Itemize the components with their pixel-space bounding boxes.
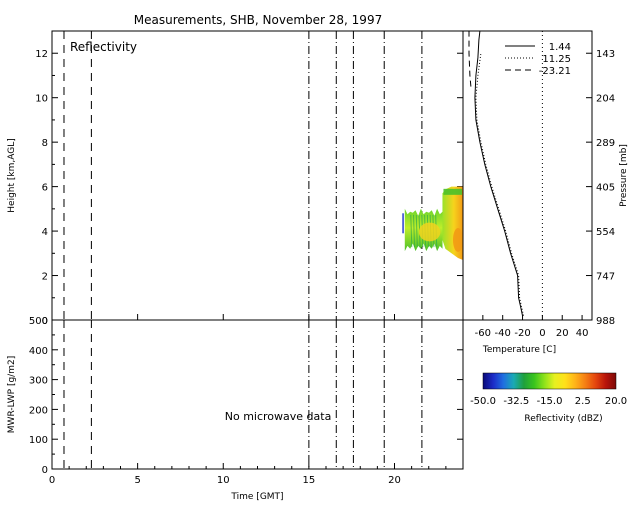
time-tick-label: 5 (134, 475, 140, 486)
temperature-tick-label: 40 (576, 328, 589, 339)
temperature-panel: 988 747 554 405 289 204 143 -60 -40 -20 0 20 40 1.44… (462, 30, 629, 355)
y-tick-label: 6 (42, 183, 48, 194)
colorbar-tick-label: -50.0 (470, 396, 496, 407)
temperature-profile-line (475, 53, 524, 316)
echo-core (418, 222, 441, 242)
colorbar-tick-label: 2.5 (575, 396, 591, 407)
y-tick-label: 4 (42, 227, 48, 238)
temperature-tick-label: -20 (514, 328, 530, 339)
height-axis-label: Height [km,AGL] (7, 138, 17, 212)
pressure-tick-label: 747 (596, 272, 615, 283)
temperature-tick-label: 20 (556, 328, 569, 339)
reflectivity-panel-frame (51, 30, 464, 321)
legend-label: 1.44 (549, 42, 571, 53)
y-tick-label: 10 (35, 94, 48, 105)
time-tick-label: 0 (49, 475, 55, 486)
temperature-profiles (468, 30, 543, 320)
reflectivity-echo (402, 186, 463, 260)
temperature-tick-label: -40 (495, 328, 511, 339)
pressure-tick-label: 405 (596, 183, 615, 194)
colorbar-label: Reflectivity (dBZ) (524, 414, 602, 424)
legend-label: 11.25 (542, 54, 571, 65)
lwp-y-tick-label: 500 (29, 316, 48, 327)
temperature-axis-label: Temperature [C] (482, 345, 556, 355)
lwp-y-tick-label: 100 (29, 435, 48, 446)
echo-streak (410, 214, 413, 248)
colorbar-tick-label: 20.0 (605, 396, 627, 407)
y-tick-label: 12 (35, 49, 48, 60)
colorbar-ticks: -50.0 -32.5 -15.0 2.5 20.0 (470, 396, 627, 407)
time-tick-label: 10 (217, 475, 230, 486)
y-tick-label: 0 (42, 316, 48, 327)
no-data-annotation: No microwave data (225, 410, 332, 423)
lwp-y-tick-label: 0 (42, 465, 48, 476)
chart-title: Measurements, SHB, November 28, 1997 (134, 13, 382, 27)
echo-streak (413, 214, 416, 248)
colorbar-tick-label: -15.0 (537, 396, 563, 407)
pressure-tick-label: 204 (596, 94, 615, 105)
temperature-panel-frame (462, 30, 593, 321)
panel-label-reflectivity: Reflectivity (70, 40, 137, 54)
pressure-tick-label: 143 (596, 49, 615, 60)
temperature-profile-line (474, 30, 523, 316)
lwp-event-lines (63, 320, 423, 469)
lwp-axis-label: MWR-LWP [g/m2] (7, 356, 17, 433)
reflectivity-panel: 0 2 4 6 8 10 12 Reflectivity Height [km,AGL] (7, 30, 464, 327)
reflectivity-event-lines (63, 31, 423, 320)
colorbar-tick-label: -32.5 (503, 396, 529, 407)
temperature-profile-line (468, 31, 472, 87)
temperature-ticks: 988 747 554 405 289 204 143 -60 -40 -20 0 20 40 (475, 49, 615, 339)
y-tick-label: 2 (42, 272, 48, 283)
temperature-tick-label: 0 (539, 328, 545, 339)
reflectivity-y-ticks: 0 2 4 6 8 10 12 (35, 49, 463, 327)
colorbar-swatch (482, 372, 617, 390)
reflectivity-colorbar: -50.0 -32.5 -15.0 2.5 20.0 Reflectivity (dBZ… (470, 372, 627, 424)
lwp-panel-frame (51, 319, 464, 470)
time-tick-label: 20 (388, 475, 401, 486)
echo-streak (415, 214, 418, 248)
time-tick-label: 15 (303, 475, 316, 486)
echo-peak (453, 227, 463, 252)
lwp-y-tick-label: 400 (29, 346, 48, 357)
pressure-tick-label: 289 (596, 138, 615, 149)
echo-edge (443, 188, 462, 195)
lwp-y-tick-label: 200 (29, 405, 48, 416)
lwp-y-tick-label: 300 (29, 376, 48, 387)
pressure-axis-label: Pressure [mb] (619, 144, 629, 207)
time-axis-label: Time [GMT] (230, 492, 283, 502)
y-tick-label: 8 (42, 138, 48, 149)
pressure-tick-label: 988 (596, 316, 615, 327)
pressure-tick-label: 554 (596, 227, 615, 238)
temperature-tick-label: -60 (475, 328, 491, 339)
legend-label: -23.21 (539, 66, 571, 77)
